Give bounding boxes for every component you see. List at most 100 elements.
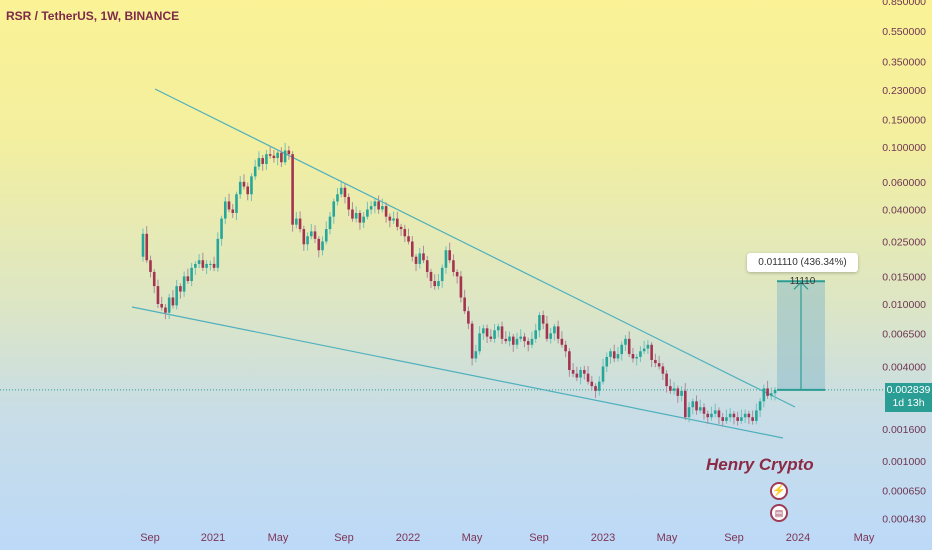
candle-body — [287, 150, 291, 155]
candle — [149, 255, 152, 278]
candle-body — [575, 373, 579, 378]
lightning-icon[interactable]: ⚡ — [770, 482, 788, 500]
candle — [369, 200, 373, 215]
candle-body — [306, 236, 309, 245]
candle-body — [564, 344, 567, 352]
candle — [362, 211, 365, 229]
candle — [740, 409, 743, 424]
candle-body — [736, 417, 739, 421]
candle — [568, 348, 571, 377]
candle-body — [186, 276, 190, 282]
candle — [485, 324, 489, 343]
candle — [381, 198, 384, 213]
candle — [354, 206, 358, 223]
candle — [549, 327, 552, 344]
candle — [511, 333, 515, 352]
candle-body — [205, 263, 208, 268]
x-tick-label: May — [657, 532, 678, 544]
candle-body — [272, 155, 276, 159]
candle-body — [339, 187, 343, 195]
candle — [291, 151, 294, 232]
candle — [762, 384, 766, 408]
y-tick-label: 0.000430 — [882, 514, 926, 526]
candle-body — [586, 373, 590, 382]
candle — [478, 326, 481, 355]
candle-body — [250, 176, 253, 195]
candle-body — [444, 250, 448, 268]
candle-body — [728, 413, 732, 418]
candle-body — [534, 330, 537, 339]
candle-body — [433, 281, 437, 287]
candle — [212, 256, 216, 272]
candle-body — [403, 229, 407, 237]
candle-body — [541, 315, 545, 324]
candle — [721, 412, 724, 427]
candle-body — [336, 194, 339, 202]
candle — [160, 296, 163, 311]
candle-body — [538, 315, 541, 331]
candle — [182, 271, 186, 297]
candle-body — [141, 233, 145, 257]
candle-body — [463, 297, 466, 312]
candle — [639, 346, 642, 363]
candle-body — [549, 333, 552, 339]
candle — [684, 383, 687, 421]
candle-body — [156, 286, 160, 304]
candle-body — [702, 407, 706, 414]
candle-body — [713, 410, 717, 414]
candle — [452, 254, 455, 277]
candle — [489, 329, 493, 342]
y-tick-label: 0.025000 — [882, 237, 926, 249]
candle-body — [242, 181, 246, 187]
candle — [448, 242, 451, 264]
candle-body — [358, 212, 362, 223]
candle-body — [414, 256, 418, 264]
candle-body — [680, 390, 683, 396]
candle — [410, 235, 414, 262]
candle — [702, 403, 706, 420]
y-tick-label: 0.150000 — [882, 114, 926, 126]
candle-body — [530, 338, 534, 345]
candle-body — [452, 260, 455, 272]
candle-body — [526, 341, 530, 345]
candle — [324, 221, 328, 245]
candle — [287, 146, 291, 160]
candle — [605, 352, 609, 373]
candle-body — [235, 194, 238, 213]
candle — [437, 274, 440, 290]
y-tick-label: 0.010000 — [882, 299, 926, 311]
y-tick-label: 0.001600 — [882, 424, 926, 436]
candle — [676, 385, 680, 403]
candle — [766, 380, 769, 399]
candle — [205, 260, 208, 275]
x-tick-label: 2024 — [786, 532, 810, 544]
candle-body — [164, 307, 167, 313]
candle — [773, 387, 777, 401]
candle-body — [545, 323, 549, 339]
candle-body — [455, 271, 459, 277]
candle — [736, 411, 739, 426]
candle — [455, 269, 459, 284]
candle-body — [725, 417, 728, 421]
candle — [227, 193, 231, 213]
candle — [470, 320, 474, 366]
candle — [407, 228, 410, 245]
candle-body — [238, 181, 242, 195]
candle-body — [328, 216, 332, 230]
candle — [515, 332, 519, 349]
x-tick-label: May — [462, 532, 483, 544]
candle — [399, 223, 403, 236]
candle-body — [504, 338, 508, 342]
candle — [612, 344, 616, 363]
candle — [459, 271, 463, 303]
candle-body — [646, 344, 650, 349]
candle — [530, 331, 534, 349]
candle — [571, 363, 575, 378]
candle-body — [459, 276, 463, 298]
candle — [545, 315, 549, 342]
candle-body — [654, 359, 657, 364]
candle — [242, 174, 246, 190]
candle-body — [388, 216, 392, 221]
flag-icon[interactable]: ▤ — [770, 504, 788, 522]
